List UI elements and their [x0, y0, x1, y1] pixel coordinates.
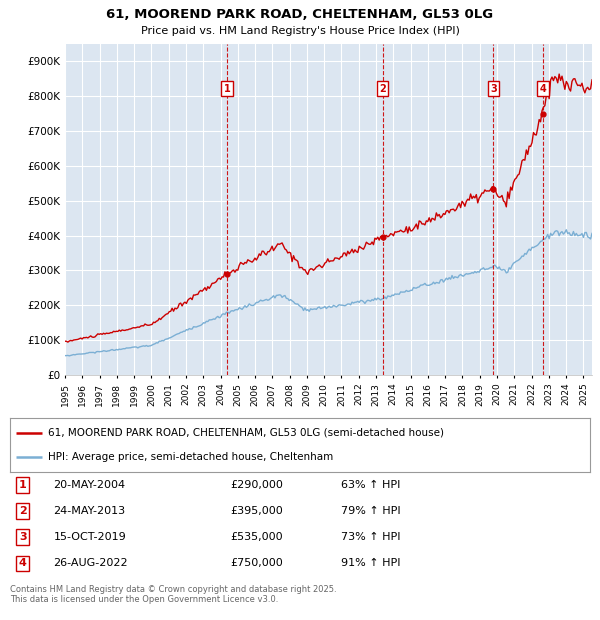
Text: 4: 4	[539, 84, 546, 94]
Text: 3: 3	[19, 532, 26, 542]
Text: 3: 3	[490, 84, 497, 94]
Text: 2: 2	[19, 506, 26, 516]
Text: 61, MOOREND PARK ROAD, CHELTENHAM, GL53 0LG (semi-detached house): 61, MOOREND PARK ROAD, CHELTENHAM, GL53 …	[48, 428, 444, 438]
Text: 4: 4	[19, 559, 26, 569]
Text: £290,000: £290,000	[230, 480, 283, 490]
Text: £535,000: £535,000	[230, 532, 283, 542]
Text: 73% ↑ HPI: 73% ↑ HPI	[341, 532, 400, 542]
Text: 20-MAY-2004: 20-MAY-2004	[53, 480, 125, 490]
Text: 1: 1	[224, 84, 230, 94]
Text: 24-MAY-2013: 24-MAY-2013	[53, 506, 125, 516]
Text: 26-AUG-2022: 26-AUG-2022	[53, 559, 128, 569]
Text: Contains HM Land Registry data © Crown copyright and database right 2025.
This d: Contains HM Land Registry data © Crown c…	[10, 585, 337, 604]
Text: HPI: Average price, semi-detached house, Cheltenham: HPI: Average price, semi-detached house,…	[48, 453, 333, 463]
Text: 61, MOOREND PARK ROAD, CHELTENHAM, GL53 0LG: 61, MOOREND PARK ROAD, CHELTENHAM, GL53 …	[106, 8, 494, 21]
Text: 15-OCT-2019: 15-OCT-2019	[53, 532, 126, 542]
Text: 91% ↑ HPI: 91% ↑ HPI	[341, 559, 400, 569]
Text: 63% ↑ HPI: 63% ↑ HPI	[341, 480, 400, 490]
Text: Price paid vs. HM Land Registry's House Price Index (HPI): Price paid vs. HM Land Registry's House …	[140, 26, 460, 36]
Text: £750,000: £750,000	[230, 559, 283, 569]
Text: 1: 1	[19, 480, 26, 490]
Text: 79% ↑ HPI: 79% ↑ HPI	[341, 506, 400, 516]
Text: £395,000: £395,000	[230, 506, 283, 516]
Text: 2: 2	[379, 84, 386, 94]
